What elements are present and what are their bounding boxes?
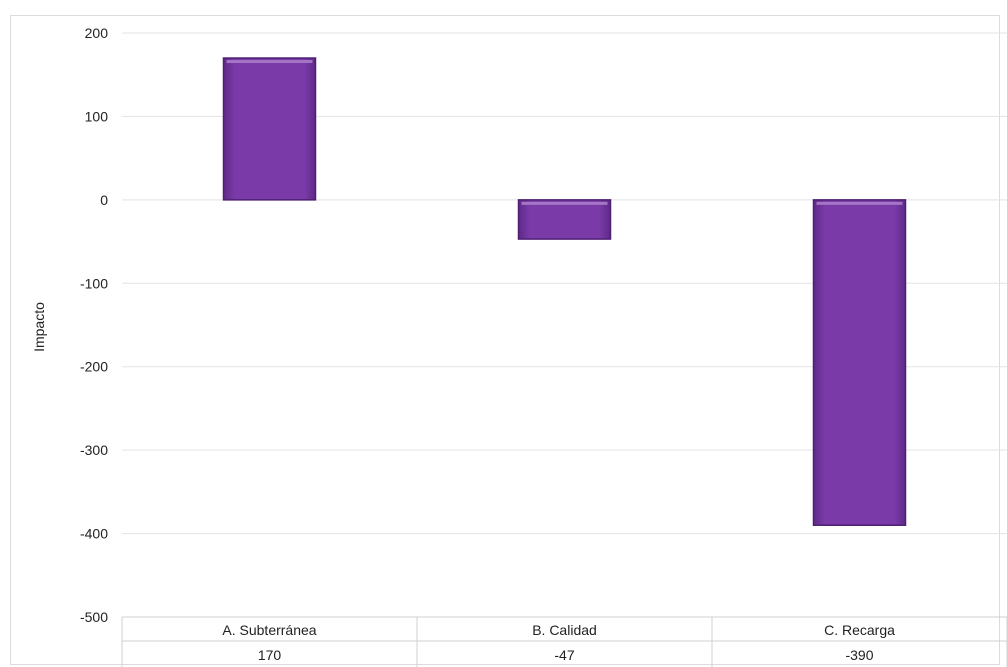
bar [517, 199, 612, 240]
y-tick-label: 200 [85, 25, 109, 41]
y-tick-label: -200 [80, 359, 108, 375]
category-label: B. Calidad [532, 622, 597, 638]
y-tick-label: -100 [80, 275, 108, 291]
y-tick-label: -400 [80, 526, 108, 542]
y-axis-title: Impacto [31, 302, 47, 352]
bar [222, 57, 317, 201]
y-tick-label: -500 [80, 609, 108, 625]
category-label: A. Subterránea [222, 622, 316, 638]
bars [222, 57, 907, 526]
bar [812, 199, 907, 526]
bar-2 [517, 199, 612, 240]
y-tick-label: 100 [85, 108, 109, 124]
bar-highlight [521, 201, 608, 205]
data-label: 170 [258, 647, 282, 663]
data-table: A. Subterránea 170 B. Calidad -47 C. Recarga… [121, 616, 1007, 667]
y-tick-label: 0 [100, 192, 108, 208]
y-tick-label: -300 [80, 442, 108, 458]
data-label: -47 [554, 647, 574, 663]
bar-highlight [816, 201, 903, 205]
bar-1 [222, 57, 317, 201]
category-label: C. Recarga [824, 622, 895, 638]
bar-3 [812, 199, 907, 526]
bar-highlight [226, 60, 313, 64]
data-label: -390 [845, 647, 873, 663]
y-axis-ticks: 200 100 0 -100 -200 -300 -400 -500 [80, 25, 108, 625]
